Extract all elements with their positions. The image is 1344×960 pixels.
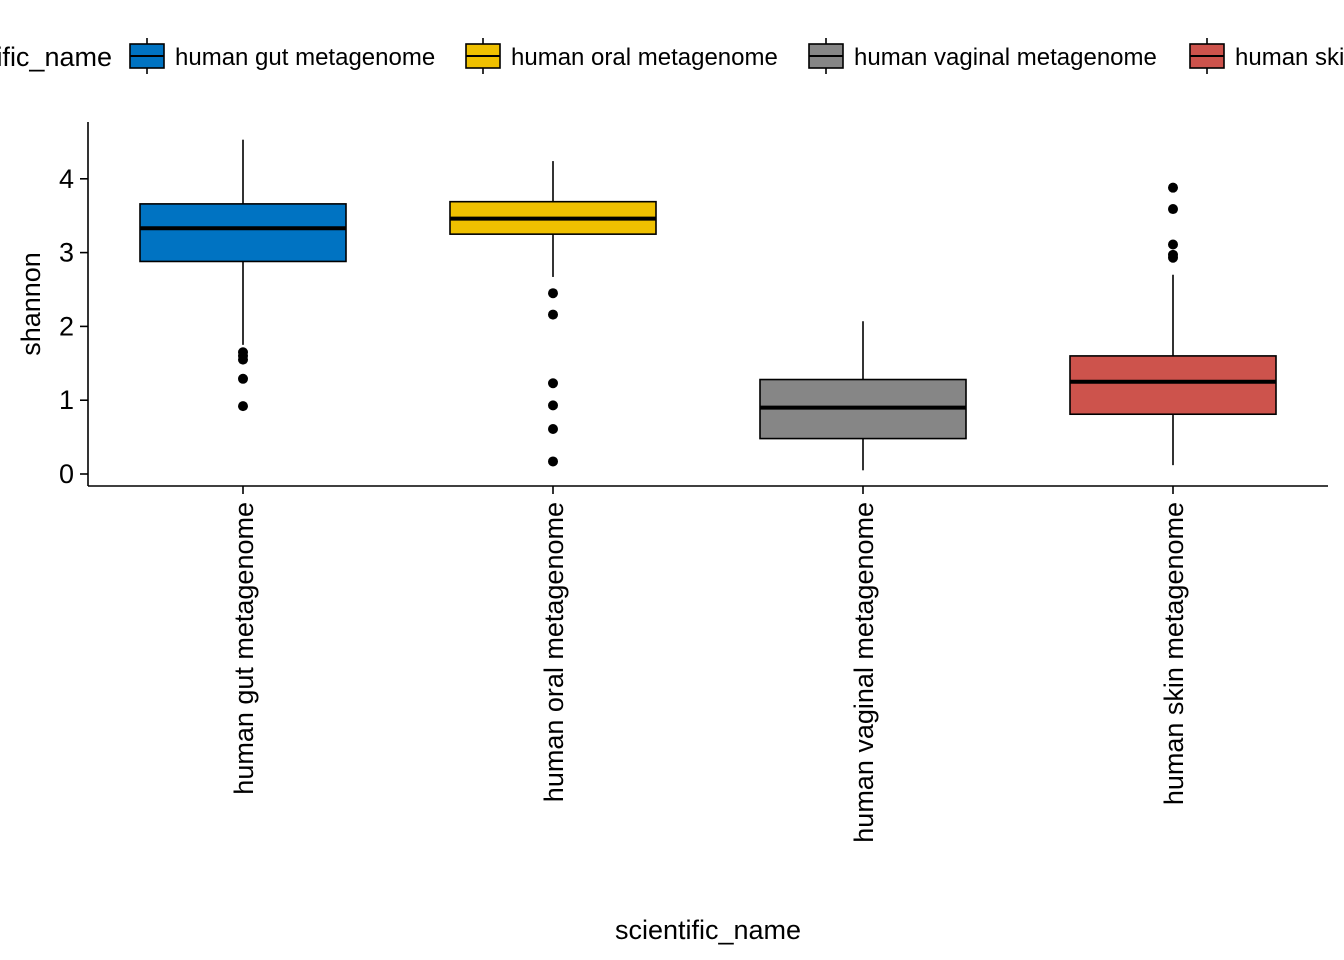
box-3 (759, 321, 967, 471)
box-body (139, 203, 347, 263)
legend-title: scientific_name (0, 42, 112, 72)
box-2 (449, 161, 657, 467)
outlier-point (1168, 239, 1178, 250)
box-4 (1069, 182, 1277, 466)
outlier-point (548, 423, 558, 434)
box-body (1069, 355, 1277, 416)
outlier-point (238, 373, 248, 384)
y-tick-label: 4 (59, 164, 74, 194)
legend-item-1: human gut metagenome (129, 38, 435, 74)
outlier-point (548, 456, 558, 467)
legend-item-2: human oral metagenome (465, 38, 778, 74)
x-axis-label: scientific_name (615, 915, 801, 945)
y-tick-label: 2 (59, 311, 74, 341)
outlier-point (548, 400, 558, 411)
x-tick-label: human vaginal metagenome (849, 502, 879, 843)
legend-label: human skin metagenome (1235, 44, 1344, 71)
legend-label: human gut metagenome (175, 44, 435, 71)
legend-item-4: human skin metagenome (1189, 38, 1344, 74)
box-1 (139, 139, 347, 412)
x-tick-label: human skin metagenome (1159, 502, 1189, 805)
legend-item-3: human vaginal metagenome (808, 38, 1157, 74)
outlier-point (548, 288, 558, 299)
outlier-point (548, 309, 558, 320)
y-tick-label: 1 (59, 385, 74, 415)
legend: scientific_name human gut metagenome huma… (0, 38, 1344, 74)
outlier-point (238, 354, 248, 365)
outlier-point (1168, 204, 1178, 215)
y-axis-label: shannon (16, 252, 46, 356)
x-tick-label: human oral metagenome (539, 502, 569, 802)
plot-area: 0 1 2 3 4 human gut metagenome human oral meta… (59, 122, 1328, 843)
outlier-point (1168, 182, 1178, 193)
legend-label: human oral metagenome (511, 44, 778, 71)
legend-label: human vaginal metagenome (854, 44, 1157, 71)
outlier-point (238, 401, 248, 412)
outlier-point (548, 378, 558, 389)
x-tick-label: human gut metagenome (229, 502, 259, 795)
outlier-point (1168, 252, 1178, 263)
y-tick-label: 0 (59, 459, 74, 489)
y-tick-label: 3 (59, 238, 74, 268)
